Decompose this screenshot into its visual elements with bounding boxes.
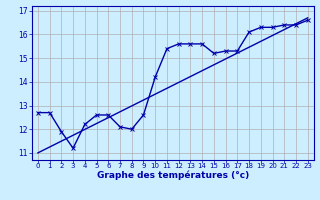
X-axis label: Graphe des températures (°c): Graphe des températures (°c) <box>97 171 249 180</box>
